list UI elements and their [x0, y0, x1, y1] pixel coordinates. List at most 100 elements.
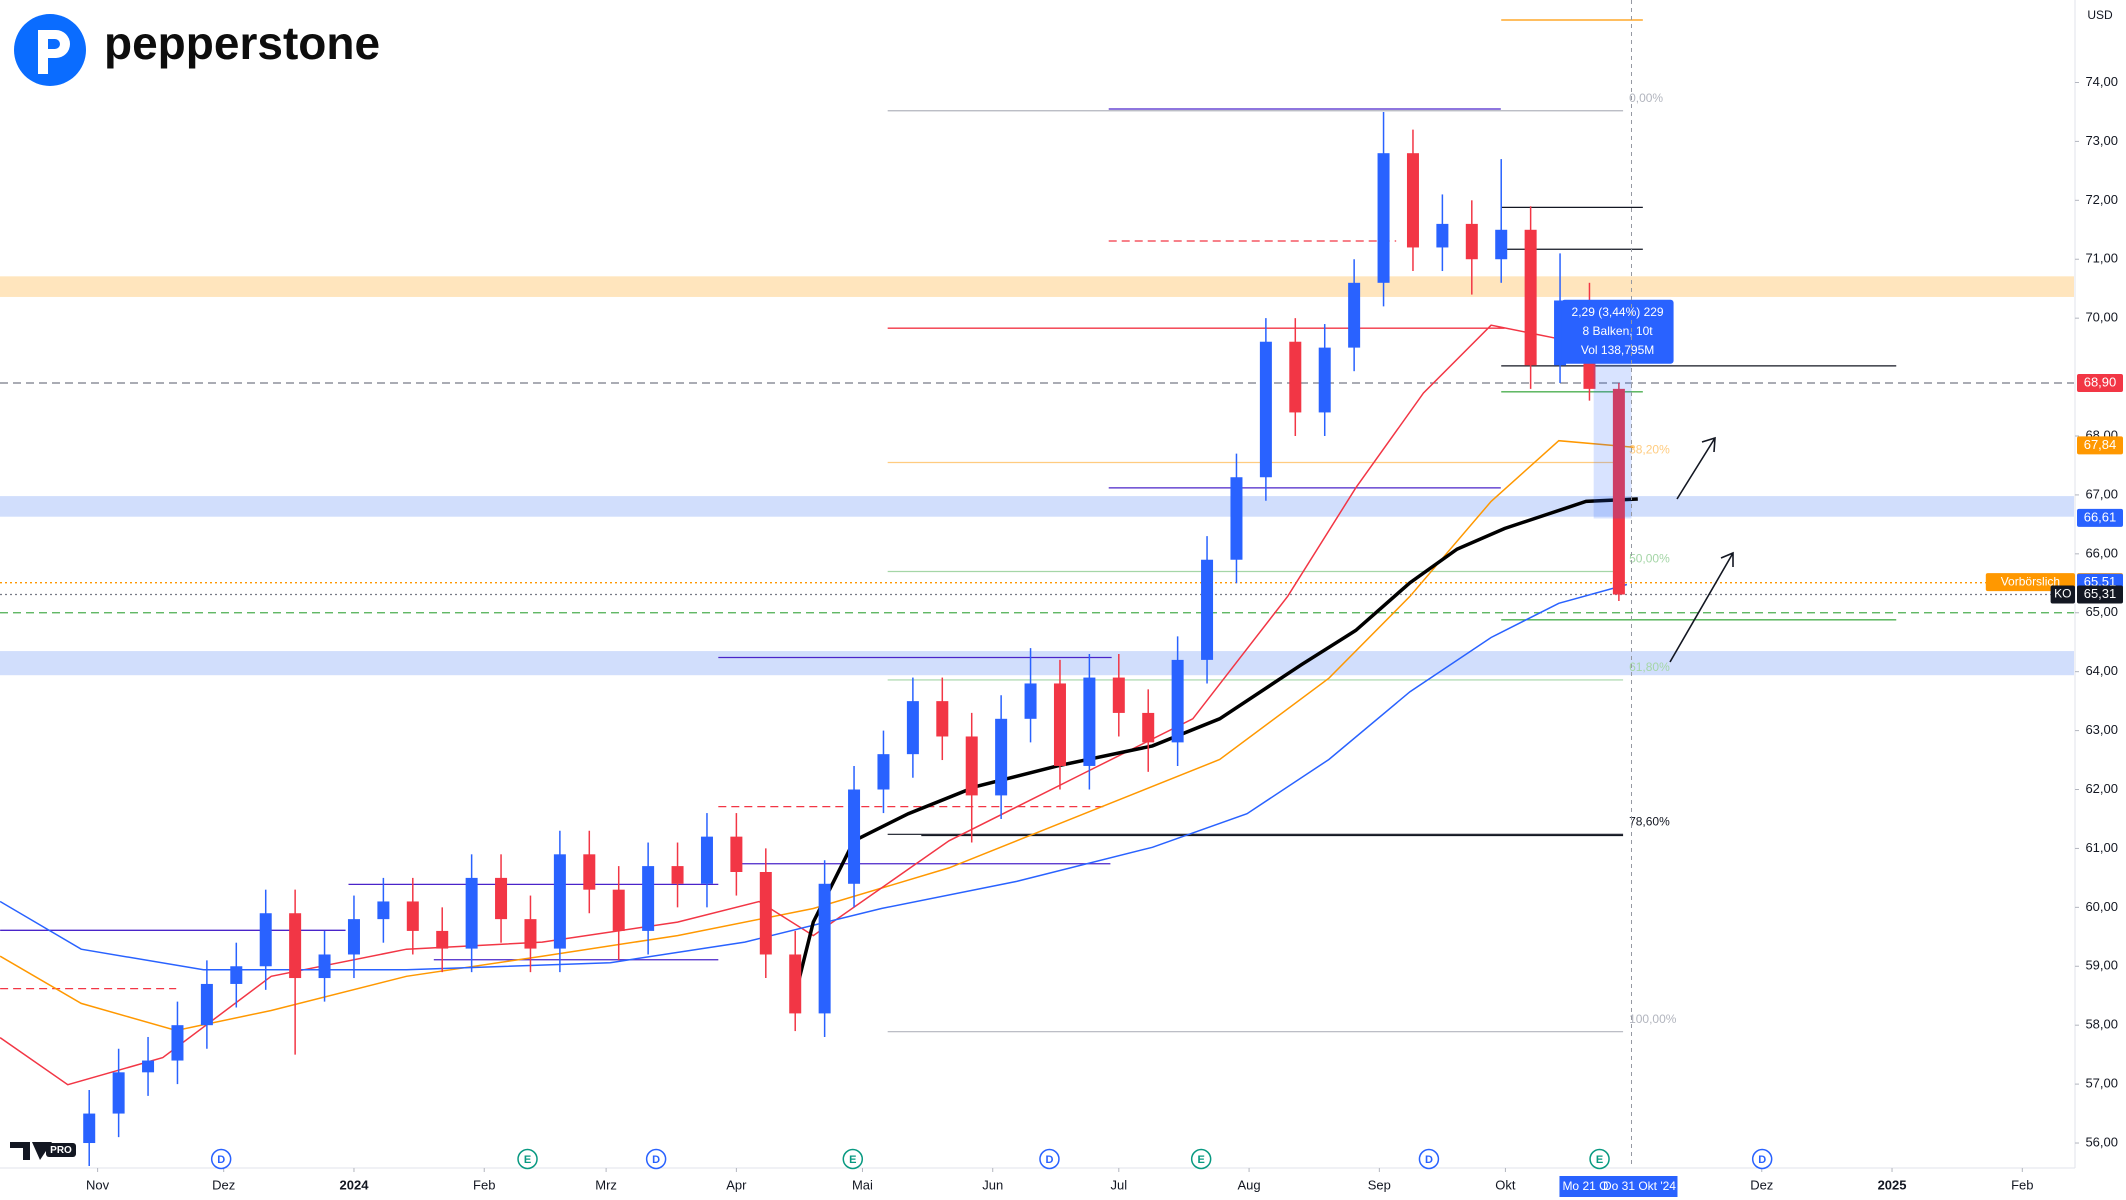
fib-label: 50,00%: [1629, 552, 1670, 566]
measure-text: Vol 138,795M: [1581, 343, 1654, 357]
y-tick-label: 60,00: [2085, 899, 2118, 914]
measure-text: 2,29 (3,44%) 229: [1572, 305, 1664, 319]
event-label: E: [849, 1154, 856, 1166]
event-marker: [1589, 1148, 1610, 1170]
candle-body: [759, 871, 772, 955]
event-label: E: [1596, 1154, 1603, 1166]
candle-body: [230, 966, 243, 984]
candle-body: [318, 954, 331, 979]
price-label-box: [2077, 436, 2123, 455]
tv-badge-box: [46, 1143, 76, 1157]
date-highlight: [1559, 1176, 1678, 1197]
ma-line: [0, 583, 1628, 971]
y-tick-label: 59,00: [2085, 958, 2118, 973]
candle-body: [965, 736, 978, 796]
fib-label: 78,60%: [1629, 814, 1670, 828]
candle-body: [612, 889, 625, 931]
candle-body: [1171, 659, 1184, 743]
candle-body: [465, 877, 478, 949]
price-tag-box: [2050, 585, 2075, 604]
tv-badge-text: PRO: [50, 1145, 72, 1156]
candle-body: [1465, 223, 1478, 260]
x-tick-label: Nov: [86, 1177, 110, 1192]
x-tick-label: Dez: [1750, 1177, 1773, 1192]
x-tick-label: Jul: [1110, 1177, 1127, 1192]
price-label: 65,31: [2084, 586, 2117, 601]
candle-body: [906, 701, 919, 755]
x-tick-label: Apr: [726, 1177, 747, 1192]
candle-body: [347, 919, 360, 955]
x-tick-label: 2025: [1878, 1177, 1907, 1192]
candle-body: [1053, 683, 1066, 766]
y-tick-label: 67,00: [2085, 486, 2118, 501]
arrow: [1669, 551, 1734, 663]
y-tick-label: 66,00: [2085, 545, 2118, 560]
price-label: 65,51: [2084, 574, 2117, 589]
candle-body: [1524, 229, 1537, 366]
event-marker: [1418, 1148, 1440, 1170]
logo-text: pepperstone: [104, 17, 380, 69]
plot-area: 0,00% 38,20% 50,00% 61,80% 78,60% 100,00% 2,29…: [0, 0, 2074, 1166]
measure-tooltip: [1561, 299, 1674, 364]
event-marker: [1039, 1148, 1060, 1170]
candle-body: [1436, 223, 1449, 248]
y-tick-label: 56,00: [2085, 1134, 2118, 1149]
price-label: 66,61: [2084, 509, 2117, 524]
candle-body: [495, 877, 508, 920]
candle-body: [83, 1113, 96, 1144]
y-tick-label: 61,00: [2085, 840, 2118, 855]
event-marker: [517, 1148, 538, 1170]
candle-body: [553, 854, 566, 949]
candle-body: [289, 913, 302, 979]
candle-body: [1259, 341, 1272, 478]
candle-body: [406, 901, 419, 931]
candle-body: [1318, 347, 1331, 413]
y-tick-label: 73,00: [2085, 133, 2118, 148]
candle-body: [1083, 677, 1096, 766]
drawings: [1669, 436, 1734, 663]
candle-body: [171, 1025, 184, 1061]
fib-label: 100,00%: [1629, 1012, 1677, 1026]
price-label-box: [2077, 508, 2123, 527]
measure-area: [1593, 341, 1632, 519]
candle-body: [1377, 153, 1390, 283]
logo: pepperstone: [14, 14, 380, 86]
event-label: D: [217, 1154, 225, 1166]
fib-label: 0,00%: [1629, 91, 1663, 105]
candle-body: [142, 1060, 155, 1073]
candle-body: [936, 701, 949, 737]
candle-body: [1612, 388, 1625, 595]
candle-body: [848, 789, 861, 884]
x-tick-label: Dez: [212, 1177, 235, 1192]
candle-body: [818, 883, 831, 1014]
y-tick-label: 62,00: [2085, 781, 2118, 796]
event-label: E: [1197, 1154, 1204, 1166]
x-tick-label: Feb: [473, 1177, 495, 1192]
candle-body: [377, 901, 390, 920]
price-tag: Vorbörslich: [2001, 574, 2060, 588]
measure-text: 8 Balken, 10t: [1583, 324, 1654, 338]
arrow: [1676, 436, 1716, 500]
candle-body: [700, 836, 713, 884]
candle-body: [200, 983, 213, 1026]
y-tick-label: 74,00: [2085, 74, 2118, 89]
y-tick-label: 65,00: [2085, 604, 2118, 619]
currency: USD: [2087, 8, 2113, 22]
time-axis: [0, 1168, 2126, 1200]
candle-body: [995, 718, 1008, 796]
event-label: D: [1045, 1154, 1053, 1166]
candle-body: [1142, 712, 1155, 743]
y-tick-label: 58,00: [2085, 1017, 2118, 1032]
event-marker: [842, 1148, 864, 1170]
price-tag: KO: [2054, 587, 2071, 601]
candle-body: [1348, 282, 1361, 348]
y-tick-label: 71,00: [2085, 251, 2118, 266]
price-label-box: [2077, 373, 2123, 392]
x-tick-label: Mai: [852, 1177, 873, 1192]
x-tick-label: Jun: [982, 1177, 1003, 1192]
logo-glyph: [38, 30, 70, 74]
candle-body: [730, 836, 743, 872]
